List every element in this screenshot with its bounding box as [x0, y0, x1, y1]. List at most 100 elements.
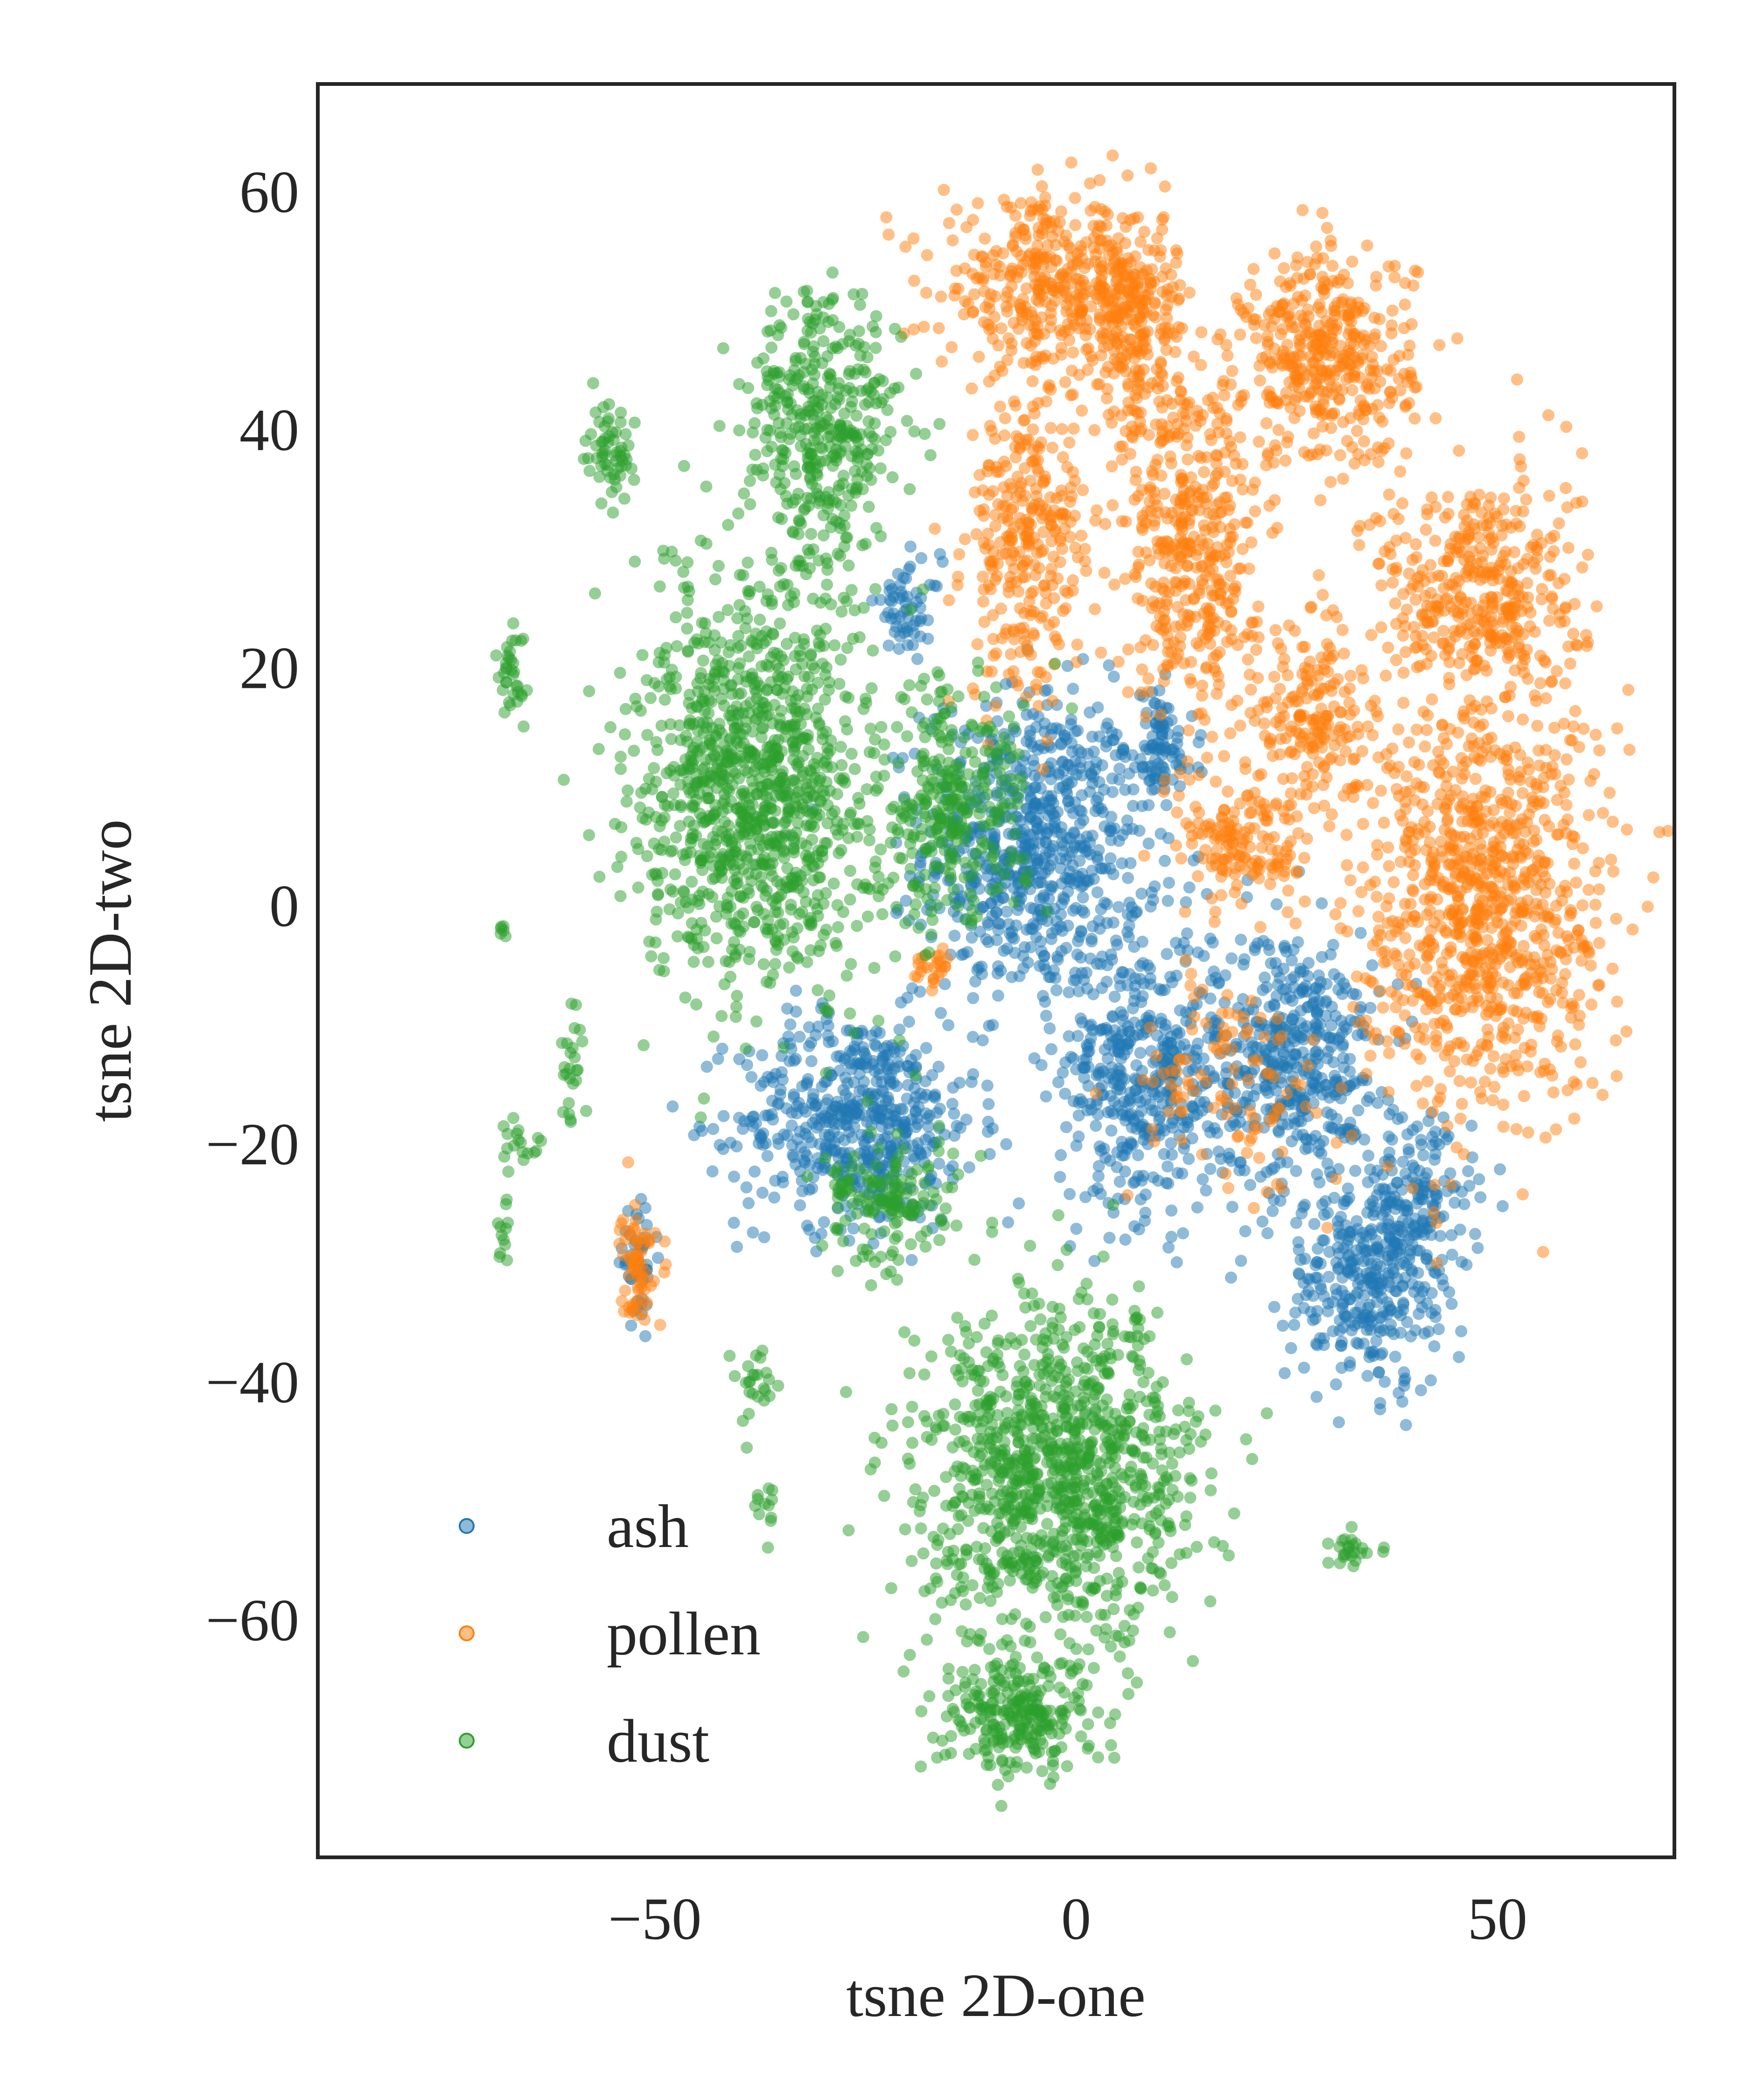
pollen-point	[1054, 508, 1067, 521]
pollen-point	[1121, 268, 1134, 281]
pollen-point	[1416, 630, 1428, 642]
ash-point	[1244, 1179, 1256, 1191]
ash-point	[1387, 1328, 1400, 1340]
ash-point	[1092, 1108, 1104, 1120]
ash-point	[1313, 983, 1326, 995]
ash-point	[1362, 1176, 1374, 1189]
ash-point	[1057, 1066, 1069, 1079]
ash-point	[1416, 1301, 1428, 1314]
pollen-point	[1166, 549, 1179, 561]
ash-point	[1040, 1009, 1052, 1022]
ash-point	[1108, 990, 1121, 1003]
pollen-point	[1318, 287, 1330, 300]
pollen-point	[978, 616, 991, 628]
ash-point	[1361, 1095, 1373, 1107]
pollen-point	[1513, 482, 1526, 494]
pollen-point	[1069, 541, 1082, 554]
pollen-point	[1547, 602, 1559, 615]
ash-point	[798, 1146, 811, 1158]
ash-point	[1116, 857, 1128, 869]
pollen-point	[1386, 392, 1399, 404]
pollen-point	[1132, 211, 1144, 224]
pollen-point	[1316, 588, 1329, 601]
ash-point	[967, 992, 980, 1004]
pollen-point	[1373, 557, 1386, 570]
ash-point	[1286, 954, 1298, 966]
ash-point	[1397, 1155, 1409, 1168]
ash-point	[905, 1254, 918, 1267]
pollen-point	[1498, 632, 1511, 644]
pollen-point	[1370, 512, 1382, 525]
ash-point	[717, 1143, 729, 1155]
ash-point	[1425, 1374, 1437, 1386]
ash-point	[1134, 1047, 1147, 1059]
pollen-point	[1122, 378, 1134, 390]
ash-point	[907, 1139, 919, 1152]
pollen-point	[1348, 457, 1361, 470]
ash-point	[1386, 1134, 1398, 1146]
pollen-point	[1253, 435, 1265, 448]
pollen-point	[946, 234, 959, 246]
ash-point	[1370, 1335, 1383, 1347]
pollen-point	[1132, 546, 1145, 558]
pollen-point	[1144, 484, 1156, 497]
pollen-point	[1180, 619, 1193, 632]
ash-point	[1425, 1287, 1438, 1299]
ash-point	[1159, 854, 1171, 867]
ash-point	[1449, 1197, 1461, 1209]
ash-point	[942, 1019, 955, 1031]
pollen-point	[1322, 367, 1334, 380]
pollen-point	[979, 232, 991, 245]
pollen-point	[981, 465, 994, 477]
pollen-point	[1458, 520, 1471, 533]
ash-point	[1136, 1120, 1148, 1133]
ash-point	[904, 540, 917, 553]
pollen-point	[1512, 562, 1525, 574]
ash-point	[885, 1068, 897, 1080]
ash-point	[1211, 1127, 1224, 1139]
pollen-point	[970, 528, 983, 540]
pollen-point	[1429, 534, 1442, 547]
pollen-point	[1545, 676, 1558, 688]
ash-point	[1278, 1367, 1291, 1379]
pollen-point	[899, 240, 912, 253]
pollen-point	[1183, 287, 1196, 299]
ash-point	[1445, 1229, 1458, 1241]
pollen-point	[1469, 655, 1482, 668]
pollen-point	[1152, 382, 1164, 395]
pollen-point	[1543, 615, 1555, 627]
pollen-point	[1449, 542, 1462, 555]
pollen-point	[1033, 278, 1045, 290]
pollen-point	[1453, 657, 1465, 669]
pollen-point	[1143, 495, 1156, 508]
pollen-point	[1145, 577, 1157, 590]
pollen-point	[1351, 425, 1363, 437]
ash-point	[908, 1082, 921, 1095]
pollen-point	[1242, 653, 1254, 666]
pollen-point	[990, 259, 1002, 271]
ash-point	[1170, 1256, 1183, 1268]
ash-point	[1098, 896, 1111, 909]
pollen-point	[1396, 497, 1409, 510]
pollen-point	[920, 287, 932, 299]
ash-point	[1422, 1325, 1435, 1338]
ash-point	[1037, 891, 1050, 904]
pollen-point	[1264, 356, 1276, 368]
ash-point	[1268, 1301, 1281, 1313]
ash-point	[1272, 979, 1284, 991]
ash-point	[992, 917, 1004, 930]
ash-point	[1166, 1148, 1178, 1161]
pollen-point	[1421, 658, 1433, 670]
pollen-point	[1002, 515, 1015, 527]
ash-point	[1063, 986, 1075, 999]
pollen-point	[1036, 610, 1049, 622]
ash-point	[1116, 1108, 1129, 1121]
pollen-point	[1091, 378, 1103, 391]
ash-point	[1409, 1324, 1422, 1337]
pollen-point	[966, 382, 978, 395]
pollen-point	[1045, 314, 1057, 326]
pollen-point	[1208, 477, 1220, 490]
pollen-point	[1388, 271, 1401, 284]
pollen-point	[1045, 518, 1057, 531]
ash-point	[1288, 1009, 1300, 1022]
